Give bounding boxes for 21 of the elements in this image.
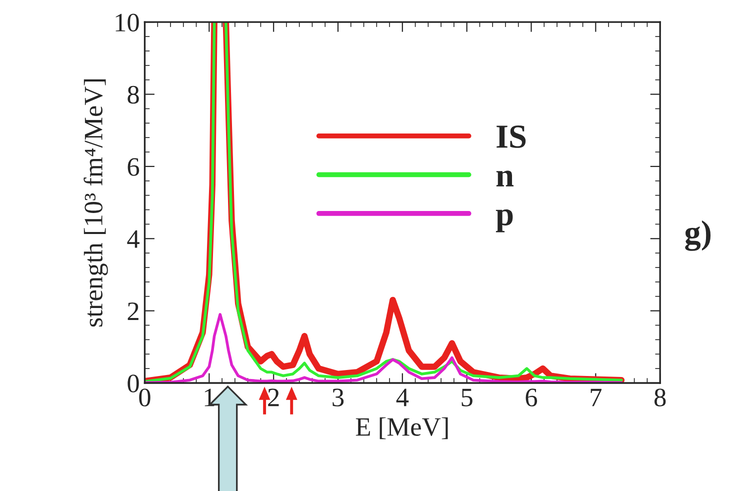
y-tick-label: 2 bbox=[128, 302, 138, 320]
x-tick-label: 3 bbox=[332, 388, 344, 406]
y-axis-title: strength [10³ fm⁴/MeV] bbox=[84, 79, 108, 327]
legend-label: p bbox=[496, 209, 513, 232]
x-tick-label: 0 bbox=[139, 388, 150, 406]
x-axis-title: E [MeV] bbox=[356, 417, 448, 440]
x-tick-label: 4 bbox=[396, 388, 409, 406]
y-tick-label: 0 bbox=[128, 374, 139, 392]
legend-label: IS bbox=[496, 126, 526, 148]
x-tick-label: 2 bbox=[268, 388, 279, 406]
x-tick-label: 6 bbox=[526, 388, 538, 406]
legend-label: n bbox=[496, 170, 514, 186]
x-tick-label: 8 bbox=[654, 388, 666, 406]
x-tick-label: 7 bbox=[590, 388, 602, 406]
text: g) bbox=[685, 220, 711, 251]
x-tick-label: 5 bbox=[462, 388, 472, 406]
y-tick-label: 10 bbox=[116, 14, 139, 32]
y-tick-label: 6 bbox=[128, 158, 140, 176]
y-tick-label: 4 bbox=[127, 230, 140, 248]
y-tick-label: 8 bbox=[128, 86, 139, 104]
line-series bbox=[144, 313, 623, 383]
